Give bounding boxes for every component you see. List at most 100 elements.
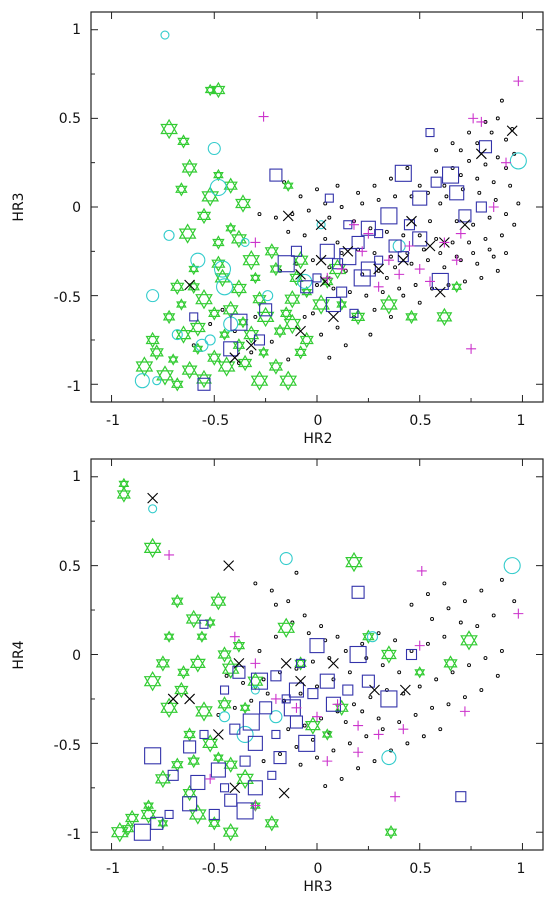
data-point-star	[279, 306, 293, 321]
data-point-square	[223, 341, 239, 357]
data-point-star	[196, 369, 212, 389]
data-point-dot	[397, 286, 402, 291]
data-point-plus	[383, 255, 394, 266]
data-point-dot	[467, 663, 471, 668]
data-point-star	[213, 751, 224, 764]
data-point-dot	[393, 194, 398, 199]
top-ytick-label: -0.5	[54, 290, 81, 306]
data-point-star	[208, 816, 221, 831]
data-point-dot	[360, 641, 365, 646]
data-point-star	[189, 654, 206, 673]
data-point-plus	[258, 111, 269, 122]
data-point-star	[163, 630, 175, 643]
data-point-dot	[331, 286, 336, 291]
data-point-cross	[459, 219, 471, 231]
top-marks	[134, 30, 527, 392]
data-point-dot	[450, 670, 455, 675]
data-point-dot	[421, 734, 426, 739]
data-point-dot	[249, 350, 254, 355]
data-point-star	[195, 289, 213, 310]
data-point-star	[250, 370, 269, 391]
data-point-dot	[323, 236, 328, 241]
data-point-dot	[442, 183, 447, 188]
data-point-star	[321, 728, 333, 741]
data-point-star	[277, 617, 296, 638]
data-point-star	[237, 316, 249, 329]
data-point-dot	[302, 723, 307, 728]
data-point-dot	[446, 702, 451, 707]
data-point-plus	[357, 246, 368, 257]
data-point-dot	[438, 201, 443, 206]
data-point-plus	[332, 699, 343, 710]
data-point-star	[124, 809, 140, 827]
data-point-cross	[315, 219, 327, 231]
data-point-dot	[504, 212, 508, 217]
data-point-circle	[215, 278, 234, 296]
data-point-dot	[343, 648, 348, 653]
data-point-star	[247, 672, 264, 691]
data-point-star	[235, 194, 252, 213]
data-point-dot	[442, 634, 447, 639]
top-ytick-label: 1	[72, 22, 81, 38]
data-point-cross	[167, 693, 179, 705]
data-point-cross	[295, 268, 306, 280]
data-point-square	[319, 243, 335, 259]
data-point-star	[436, 307, 453, 327]
data-point-dot	[339, 251, 344, 256]
data-point-cross	[328, 311, 339, 323]
bottom-ytick-label: 0.5	[59, 559, 81, 575]
data-point-star	[178, 223, 197, 244]
data-point-square	[224, 793, 238, 807]
data-point-dot	[475, 176, 480, 181]
data-point-plus	[336, 264, 347, 275]
data-point-dot	[269, 339, 274, 344]
data-point-star	[170, 278, 185, 295]
data-point-square	[405, 648, 418, 661]
data-point-square	[478, 140, 493, 154]
data-point-star	[225, 222, 237, 235]
data-point-star	[284, 290, 301, 309]
data-point-square	[374, 229, 384, 239]
data-point-circle	[152, 376, 162, 386]
data-point-star	[294, 656, 307, 671]
data-point-dot	[483, 236, 488, 241]
data-point-plus	[468, 113, 479, 124]
data-point-dot	[356, 766, 361, 771]
data-point-dot	[364, 734, 369, 739]
data-point-square	[189, 312, 199, 322]
data-point-dot	[372, 183, 377, 188]
bottom-ticks	[91, 459, 543, 850]
data-point-star	[268, 358, 284, 375]
data-point-star	[207, 349, 222, 366]
data-point-dot	[434, 677, 439, 682]
data-point-square	[277, 255, 295, 273]
data-point-dot	[286, 357, 291, 362]
top-ticks	[91, 12, 543, 402]
data-point-dot	[253, 581, 258, 586]
data-point-circle	[269, 710, 283, 724]
data-point-dot	[339, 205, 344, 209]
data-point-square	[441, 166, 460, 184]
data-point-dot	[475, 141, 480, 146]
data-point-square	[259, 303, 273, 317]
data-point-square	[210, 762, 226, 778]
data-point-dot	[491, 180, 496, 185]
data-point-dot	[475, 624, 480, 629]
data-point-plus	[363, 228, 374, 239]
data-point-plus	[455, 228, 466, 239]
data-point-square	[281, 694, 291, 704]
bottom-ytick-label: 0	[72, 648, 81, 664]
data-point-cross	[280, 657, 292, 669]
data-point-cross	[424, 240, 436, 252]
data-point-dot	[389, 254, 393, 259]
data-point-dot	[376, 716, 381, 721]
data-point-dot	[347, 670, 352, 675]
data-point-dot	[315, 684, 319, 689]
data-point-cross	[212, 729, 224, 740]
data-point-cross	[475, 148, 487, 160]
data-point-star	[167, 353, 179, 366]
data-point-square	[312, 273, 322, 283]
data-point-dot	[487, 247, 492, 252]
data-point-star	[299, 331, 314, 349]
data-point-square	[232, 665, 246, 679]
